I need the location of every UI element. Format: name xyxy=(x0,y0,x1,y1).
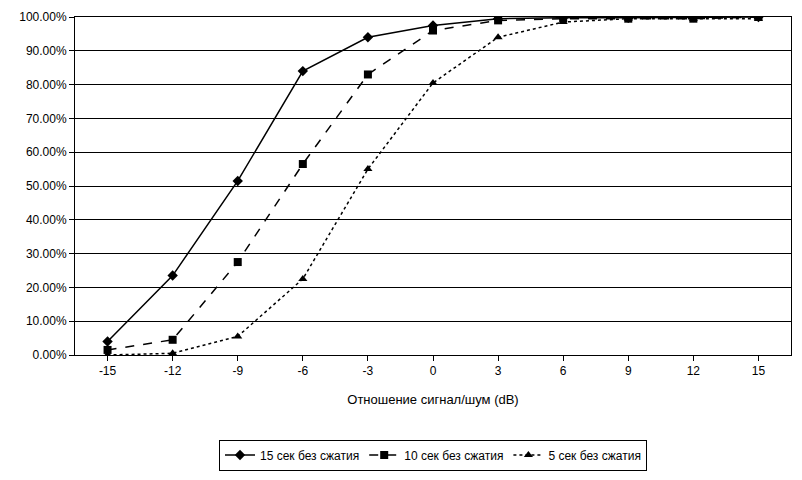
svg-text:40.00%: 40.00% xyxy=(26,213,67,227)
svg-text:9: 9 xyxy=(625,364,632,378)
svg-text:5 сек без сжатия: 5 сек без сжатия xyxy=(548,449,641,463)
svg-text:0.00%: 0.00% xyxy=(33,348,67,362)
svg-text:100.00%: 100.00% xyxy=(19,10,67,24)
svg-text:-6: -6 xyxy=(297,364,308,378)
svg-text:0: 0 xyxy=(430,364,437,378)
svg-text:12: 12 xyxy=(687,364,701,378)
svg-text:20.00%: 20.00% xyxy=(26,281,67,295)
svg-text:3: 3 xyxy=(495,364,502,378)
svg-text:50.00%: 50.00% xyxy=(26,179,67,193)
svg-text:-12: -12 xyxy=(164,364,182,378)
svg-text:6: 6 xyxy=(560,364,567,378)
svg-text:80.00%: 80.00% xyxy=(26,78,67,92)
svg-text:-15: -15 xyxy=(99,364,117,378)
svg-text:15 сек без сжатия: 15 сек без сжатия xyxy=(260,449,359,463)
svg-text:90.00%: 90.00% xyxy=(26,44,67,58)
svg-text:15: 15 xyxy=(752,364,766,378)
svg-text:60.00%: 60.00% xyxy=(26,145,67,159)
svg-text:Отношение сигнал/шум (dB): Отношение сигнал/шум (dB) xyxy=(347,392,518,407)
svg-text:30.00%: 30.00% xyxy=(26,247,67,261)
svg-text:-3: -3 xyxy=(363,364,374,378)
svg-text:10 сек без сжатия: 10 сек без сжатия xyxy=(404,449,503,463)
svg-text:70.00%: 70.00% xyxy=(26,112,67,126)
svg-text:-9: -9 xyxy=(232,364,243,378)
svg-text:10.00%: 10.00% xyxy=(26,314,67,328)
